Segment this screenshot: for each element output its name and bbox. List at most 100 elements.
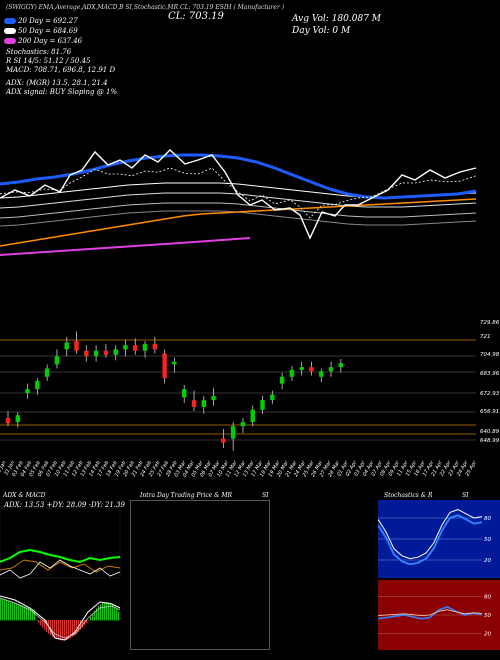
candle-body-33 — [328, 367, 334, 372]
adx-value: ADX: (MGR) 13.5, 28.1, 21.4 — [6, 79, 108, 87]
macd-value: MACD: 708.71, 696.8, 12.91 D — [6, 66, 116, 74]
candle-body-2 — [25, 389, 30, 394]
candle-body-14 — [142, 343, 148, 351]
day-volume: Day Vol: 0 M — [292, 26, 351, 36]
intraday-panel-title-2: SI — [262, 492, 269, 499]
candle-body-0 — [5, 417, 11, 424]
rsi-value: R SI 14/5: 51.12 / 50.45 — [6, 57, 91, 65]
stoch-panel-title-2: SI — [462, 492, 469, 499]
macd-bar-48 — [96, 608, 98, 621]
stoch-k-line — [378, 509, 483, 560]
candle-body-31 — [309, 367, 314, 372]
macd-bar-52 — [104, 602, 106, 621]
macd-bar-41 — [82, 620, 84, 628]
macd-bar-38 — [76, 620, 78, 634]
macd-bar-49 — [98, 606, 100, 621]
macd-bar-20 — [40, 620, 42, 626]
adx-panel-title: ADX & MACD — [3, 492, 46, 499]
candle-body-29 — [289, 369, 295, 377]
candle-body-5 — [54, 356, 60, 365]
magenta-line — [0, 237, 251, 256]
adx-line-0 — [0, 548, 121, 564]
macd-bar-12 — [24, 606, 26, 621]
macd-bar-31 — [62, 620, 64, 641]
price-axis-label-6: 640.89 — [480, 429, 500, 435]
macd-signal-line — [0, 597, 121, 639]
macd-bar-15 — [30, 608, 32, 621]
macd-bar-10 — [20, 605, 22, 621]
adx-macd-panel — [0, 507, 121, 641]
adx-frame — [0, 507, 121, 579]
candle-body-10 — [103, 350, 109, 355]
ema200-swatch — [4, 38, 16, 44]
macd-bar-11 — [22, 605, 24, 621]
macd-bar-57 — [114, 606, 116, 621]
macd-bar-53 — [106, 602, 108, 621]
macd-bar-19 — [38, 620, 40, 623]
ema20-swatch — [4, 18, 16, 24]
candle-body-26 — [260, 400, 265, 410]
price-axis-label-1: 721 — [480, 334, 491, 340]
candle-body-18 — [182, 389, 187, 398]
macd-bar-8 — [16, 603, 18, 621]
price-axis-label-5: 656.91 — [480, 409, 499, 415]
price-axis-label-4: 672.93 — [480, 391, 500, 397]
price-axis-label-0: 729.86 — [480, 320, 500, 326]
rsi-signal-line — [378, 609, 483, 617]
macd-bar-58 — [116, 608, 118, 621]
legend-ema200: 200 Day = 637.46 — [4, 37, 82, 45]
macd-bar-3 — [6, 600, 8, 621]
ema20-label: 20 Day = 692.27 — [18, 17, 78, 25]
candle-body-9 — [93, 350, 99, 357]
macd-bar-30 — [60, 620, 62, 641]
adx-signal: ADX signal: BUY Sloping @ 1% — [6, 88, 118, 96]
macd-bar-5 — [10, 601, 12, 621]
rsi-axis-label-1: 50 — [484, 613, 491, 619]
macd-bar-44 — [88, 620, 90, 621]
macd-bar-2 — [4, 599, 6, 621]
candle-body-22 — [221, 438, 226, 443]
macd-bar-40 — [80, 620, 82, 630]
macd-bar-35 — [70, 620, 72, 639]
candle-body-8 — [84, 350, 89, 357]
candle-body-32 — [319, 371, 324, 377]
intraday-panel — [130, 500, 270, 650]
macd-bar-55 — [110, 603, 112, 621]
ema50-label: 50 Day = 684.69 — [18, 27, 78, 35]
ema50-swatch — [4, 28, 16, 34]
stoch-panel-title: Stochastics & R — [384, 492, 433, 499]
intraday-panel-title: Intra Day Trading Price & MR — [140, 492, 233, 499]
macd-bar-17 — [34, 609, 36, 621]
main-chart: 729.86 721 704.98 683.96 672.93 656.91 640.89 6… — [0, 149, 500, 478]
stoch-axis-label-1: 50 — [484, 537, 491, 543]
close-label: CL: 703.19 — [168, 11, 224, 22]
macd-bar-43 — [86, 620, 88, 623]
macd-bar-4 — [8, 600, 10, 621]
macd-bar-28 — [56, 620, 58, 640]
candle-body-4 — [44, 368, 50, 377]
candle-body-19 — [191, 400, 197, 407]
stoch-value: Stochastics: 81.76 — [6, 48, 72, 56]
macd-bar-36 — [72, 620, 74, 637]
macd-bar-26 — [52, 620, 54, 637]
macd-bar-29 — [58, 620, 60, 640]
adx-line-2 — [0, 559, 121, 579]
candle-body-28 — [279, 376, 285, 384]
candle-body-6 — [64, 342, 69, 350]
stoch-d-line — [378, 514, 483, 566]
macd-bar-27 — [54, 620, 56, 639]
rsi-line — [378, 606, 483, 620]
adx-line-1 — [0, 559, 121, 573]
candle-body-27 — [270, 394, 275, 401]
candle-body-25 — [250, 409, 255, 423]
candle-body-7 — [74, 341, 79, 351]
macd-line — [0, 595, 121, 641]
macd-bar-56 — [112, 604, 114, 621]
macd-bar-0 — [0, 598, 2, 621]
macd-bar-51 — [102, 602, 104, 621]
price-axis-label-2: 704.98 — [480, 352, 500, 358]
candle-body-16 — [162, 353, 167, 379]
candle-body-1 — [15, 415, 20, 423]
macd-bar-22 — [44, 620, 46, 630]
macd-bar-6 — [12, 602, 14, 621]
